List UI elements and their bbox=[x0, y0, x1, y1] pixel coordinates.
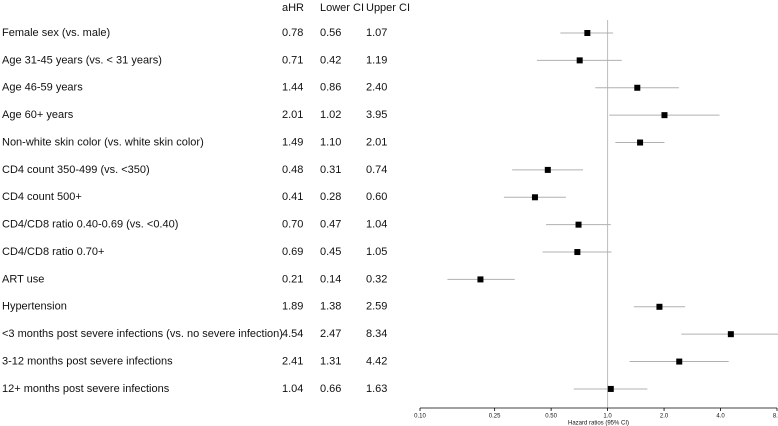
cell: 0.32 bbox=[366, 273, 387, 285]
point-estimate bbox=[656, 303, 663, 310]
cell: 1.10 bbox=[320, 136, 341, 148]
cell: 2.47 bbox=[320, 328, 341, 340]
cell: 1.49 bbox=[282, 136, 303, 148]
point-estimate bbox=[676, 358, 683, 365]
row-label: CD4 count 350-499 (vs. <350) bbox=[2, 164, 150, 176]
row-label: Hypertension bbox=[2, 301, 67, 313]
cell: 0.41 bbox=[282, 191, 303, 203]
cell: 0.45 bbox=[320, 246, 341, 258]
cell: 1.31 bbox=[320, 355, 341, 367]
x-tick-label: 0.10 bbox=[414, 414, 426, 420]
cell: 0.14 bbox=[320, 273, 341, 285]
point-estimate bbox=[575, 221, 582, 228]
cell: 0.56 bbox=[320, 27, 341, 39]
cell: 0.31 bbox=[320, 164, 341, 176]
cell: 2.01 bbox=[366, 136, 387, 148]
cell: 4.54 bbox=[282, 328, 303, 340]
row-label: CD4/CD8 ratio 0.70+ bbox=[2, 246, 104, 258]
row-label: Age 60+ years bbox=[2, 109, 74, 121]
x-tick-label: 1.0 bbox=[603, 414, 612, 420]
cell: 4.42 bbox=[366, 355, 387, 367]
point-estimate bbox=[607, 385, 614, 392]
cell: 0.28 bbox=[320, 191, 341, 203]
cell: 0.42 bbox=[320, 54, 341, 66]
cell: 1.04 bbox=[282, 383, 303, 395]
cell: 2.40 bbox=[366, 82, 387, 94]
cell: 0.78 bbox=[282, 27, 303, 39]
point-estimate bbox=[576, 57, 583, 64]
point-estimate bbox=[661, 112, 668, 119]
column-header: aHR bbox=[282, 2, 304, 14]
point-estimate bbox=[727, 331, 734, 338]
row-label: Non-white skin color (vs. white skin col… bbox=[2, 136, 204, 148]
cell: 0.86 bbox=[320, 82, 341, 94]
cell: 2.41 bbox=[282, 355, 303, 367]
cell: 1.04 bbox=[366, 219, 387, 231]
row-label: CD4 count 500+ bbox=[2, 191, 82, 203]
cell: 0.74 bbox=[366, 164, 387, 176]
row-label: 3-12 months post severe infections bbox=[2, 355, 173, 367]
cell: 0.70 bbox=[282, 219, 303, 231]
cell: 0.21 bbox=[282, 273, 303, 285]
x-tick-label: 4.0 bbox=[716, 414, 725, 420]
x-tick-label: 8.0 bbox=[773, 414, 778, 420]
row-label: Age 31-45 years (vs. < 31 years) bbox=[2, 54, 162, 66]
cell: 1.44 bbox=[282, 82, 303, 94]
cell: 2.01 bbox=[282, 109, 303, 121]
point-estimate bbox=[544, 166, 551, 173]
cell: 0.71 bbox=[282, 54, 303, 66]
cell: 1.05 bbox=[366, 246, 387, 258]
cell: 0.60 bbox=[366, 191, 387, 203]
cell: 1.89 bbox=[282, 301, 303, 313]
cell: 0.69 bbox=[282, 246, 303, 258]
point-estimate bbox=[634, 84, 641, 91]
column-header: Upper CI bbox=[366, 2, 410, 14]
row-label: CD4/CD8 ratio 0.40-0.69 (vs. <0.40) bbox=[2, 219, 178, 231]
cell: 1.63 bbox=[366, 383, 387, 395]
x-tick-label: 2.0 bbox=[660, 414, 669, 420]
point-estimate bbox=[584, 30, 591, 36]
row-label: <3 months post severe infections (vs. no… bbox=[2, 328, 283, 340]
x-axis-label: Hazard ratios (95% CI) bbox=[568, 421, 629, 426]
point-estimate bbox=[531, 194, 538, 201]
x-tick-label: 0.25 bbox=[489, 414, 501, 420]
column-header: Lower CI bbox=[320, 2, 364, 14]
x-tick-label: 0.50 bbox=[545, 414, 557, 420]
cell: 0.47 bbox=[320, 219, 341, 231]
point-estimate bbox=[637, 139, 644, 146]
cell: 1.19 bbox=[366, 54, 387, 66]
cell: 1.02 bbox=[320, 109, 341, 121]
cell: 1.38 bbox=[320, 301, 341, 313]
cell: 8.34 bbox=[366, 328, 387, 340]
cell: 0.48 bbox=[282, 164, 303, 176]
cell: 2.59 bbox=[366, 301, 387, 313]
row-label: ART use bbox=[2, 273, 44, 285]
row-label: Female sex (vs. male) bbox=[2, 27, 110, 39]
row-label: Age 46-59 years bbox=[2, 82, 83, 94]
point-estimate bbox=[574, 249, 581, 256]
cell: 1.07 bbox=[366, 27, 387, 39]
row-label: 12+ months post severe infections bbox=[2, 383, 170, 395]
point-estimate bbox=[477, 276, 484, 283]
cell: 3.95 bbox=[366, 109, 387, 121]
cell: 0.66 bbox=[320, 383, 341, 395]
